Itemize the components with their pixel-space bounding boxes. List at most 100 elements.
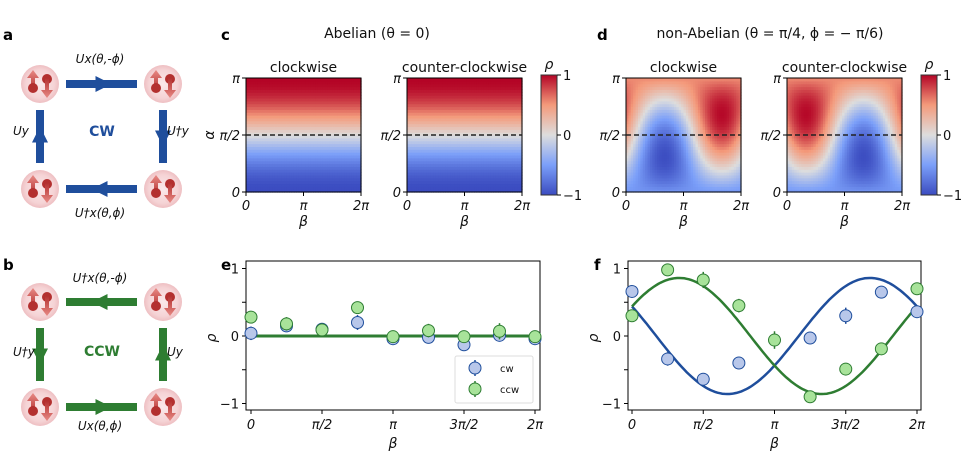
heatmap-cell bbox=[281, 97, 285, 102]
heatmap-cell bbox=[356, 112, 360, 116]
heatmap-cell bbox=[277, 160, 281, 165]
heatmap-cell bbox=[652, 109, 656, 113]
heatmap-cell bbox=[640, 132, 644, 136]
heatmap-cell bbox=[495, 149, 499, 153]
heatmap-cell bbox=[440, 160, 444, 165]
heatmap-cell bbox=[421, 172, 425, 176]
heatmap-cell bbox=[267, 189, 271, 193]
heatmap-cell bbox=[262, 86, 266, 90]
heatmap-cell bbox=[246, 80, 249, 85]
heatmap-cell bbox=[301, 103, 305, 108]
heatmap-cell bbox=[476, 169, 480, 173]
heatmap-cell bbox=[298, 183, 302, 187]
heatmap-cell bbox=[493, 140, 497, 145]
heatmap-cell bbox=[296, 80, 300, 85]
heatmap-cell bbox=[459, 154, 463, 159]
heatmap-cell bbox=[498, 189, 502, 193]
heatmap-cell bbox=[647, 166, 651, 170]
heatmap-cell bbox=[483, 115, 487, 119]
heatmap-cell bbox=[430, 180, 434, 185]
heatmap-cell bbox=[267, 174, 271, 179]
heatmap-cell bbox=[649, 117, 653, 122]
heatmap-cell bbox=[440, 180, 444, 185]
heatmap-cell bbox=[642, 163, 646, 167]
heatmap-cell bbox=[329, 86, 333, 90]
heatmap-cell bbox=[257, 157, 261, 162]
heatmap-cell bbox=[423, 157, 427, 162]
heatmap-cell bbox=[430, 120, 434, 125]
heatmap-cell bbox=[334, 126, 338, 130]
heatmap-cell bbox=[459, 180, 463, 185]
heatmap-cell bbox=[313, 132, 317, 136]
heatmap-cell bbox=[407, 154, 410, 159]
heatmap-cell bbox=[253, 157, 257, 162]
heatmap-cell bbox=[262, 117, 266, 122]
heatmap-cell bbox=[452, 120, 456, 125]
heatmap-cell bbox=[493, 92, 497, 96]
heatmap-cell bbox=[269, 146, 273, 150]
heatmap-cell bbox=[327, 109, 331, 113]
heatmap-cell bbox=[438, 103, 442, 108]
heatmap-cell bbox=[301, 129, 305, 133]
heatmap-cell bbox=[353, 103, 357, 108]
heatmap-cell bbox=[498, 78, 502, 82]
heatmap-cell bbox=[678, 100, 682, 105]
heatmap-cell bbox=[652, 152, 656, 156]
heatmap-cell bbox=[464, 183, 468, 187]
heatmap-cell bbox=[469, 112, 473, 116]
heatmap-cell bbox=[325, 103, 329, 108]
heatmap-cell bbox=[329, 109, 333, 113]
heatmap-cell bbox=[661, 129, 665, 133]
heatmap-cell bbox=[630, 78, 634, 82]
heatmap-cell bbox=[257, 160, 261, 165]
heatmap-cell bbox=[255, 160, 259, 165]
heatmap-cell bbox=[248, 126, 252, 130]
heatmap-cell bbox=[440, 143, 444, 147]
heatmap-cell bbox=[327, 174, 331, 179]
heatmap-cell bbox=[308, 154, 312, 159]
heatmap-cell bbox=[640, 146, 644, 150]
heatmap-cell bbox=[322, 143, 326, 147]
heatmap-cell bbox=[293, 100, 297, 105]
heatmap-cell bbox=[626, 157, 629, 162]
heatmap-cell bbox=[411, 140, 415, 145]
heatmap-cell bbox=[255, 129, 259, 133]
heatmap-cell bbox=[462, 120, 466, 125]
heatmap-cell bbox=[483, 149, 487, 153]
heatmap-cell bbox=[303, 89, 307, 93]
heatmap-cell bbox=[416, 186, 420, 190]
heatmap-cell bbox=[490, 112, 494, 116]
heatmap-cell bbox=[671, 174, 675, 179]
heatmap-cell bbox=[279, 106, 283, 110]
heatmap-cell bbox=[246, 132, 249, 136]
heatmap-cell bbox=[428, 92, 432, 96]
heatmap-cell bbox=[284, 137, 288, 142]
heatmap-cell bbox=[291, 137, 295, 142]
heatmap-cell bbox=[512, 174, 516, 179]
heatmap-cell bbox=[654, 135, 658, 139]
heatmap-cell bbox=[430, 117, 434, 122]
heatmap-cell bbox=[478, 132, 482, 136]
heatmap-cell bbox=[298, 126, 302, 130]
heatmap-cell bbox=[514, 80, 518, 85]
heatmap-cell bbox=[267, 106, 271, 110]
heatmap-cell bbox=[339, 120, 343, 125]
heatmap-cell bbox=[649, 183, 653, 187]
heatmap-cell bbox=[255, 152, 259, 156]
heatmap-cell bbox=[246, 160, 249, 165]
heatmap-cell bbox=[344, 149, 348, 153]
heatmap-cell bbox=[459, 169, 463, 173]
heatmap-cell bbox=[322, 112, 326, 116]
heatmap-cell bbox=[502, 115, 506, 119]
heatmap-cell bbox=[676, 140, 680, 145]
heatmap-cell bbox=[438, 174, 442, 179]
heatmap-cell bbox=[647, 112, 651, 116]
heatmap-cell bbox=[353, 186, 357, 190]
heatmap-cell bbox=[493, 120, 497, 125]
heatmap-cell bbox=[628, 166, 632, 170]
heatmap-cell bbox=[498, 149, 502, 153]
heatmap-cell bbox=[505, 117, 509, 122]
heatmap-cell bbox=[626, 97, 629, 102]
heatmap-cell bbox=[635, 163, 639, 167]
heatmap-cell bbox=[418, 166, 422, 170]
